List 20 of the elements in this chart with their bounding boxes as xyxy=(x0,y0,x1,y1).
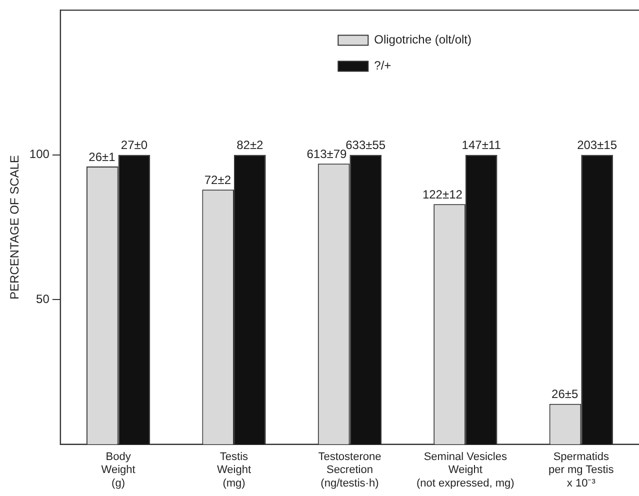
annotation: 72±2 xyxy=(204,172,232,187)
y-axis-title: PERCENTAGE OF SCALE xyxy=(8,155,22,300)
legend-label: Oligotriche (olt/olt) xyxy=(374,32,472,47)
legend-label: ?/+ xyxy=(374,58,392,73)
annotation: 122±12 xyxy=(422,187,463,202)
x-tick-label: Seminal Vesicles Weight (not expressed, mg) xyxy=(416,451,514,490)
annotation: 26±1 xyxy=(88,150,116,164)
annotation: 147±11 xyxy=(462,138,502,152)
annotation: 26±5 xyxy=(552,387,578,402)
annotation: 633±55 xyxy=(346,138,386,152)
annotation: 203±15 xyxy=(577,138,618,152)
y-tick-label: 50 xyxy=(36,292,50,306)
x-tick-label: Testis Weight (mg) xyxy=(216,451,252,490)
x-tick-label: Body Weight (g) xyxy=(101,451,136,490)
x-tick-label: Spermatids per mg Testis x 10⁻³ xyxy=(548,451,614,490)
annotation: 613±79 xyxy=(306,146,348,161)
y-tick-label: 100 xyxy=(29,147,50,162)
x-tick-label: Testosterone Secretion (ng/testis·h) xyxy=(318,451,382,490)
annotation: 82±2 xyxy=(236,138,264,152)
annotation: 27±0 xyxy=(120,138,148,152)
